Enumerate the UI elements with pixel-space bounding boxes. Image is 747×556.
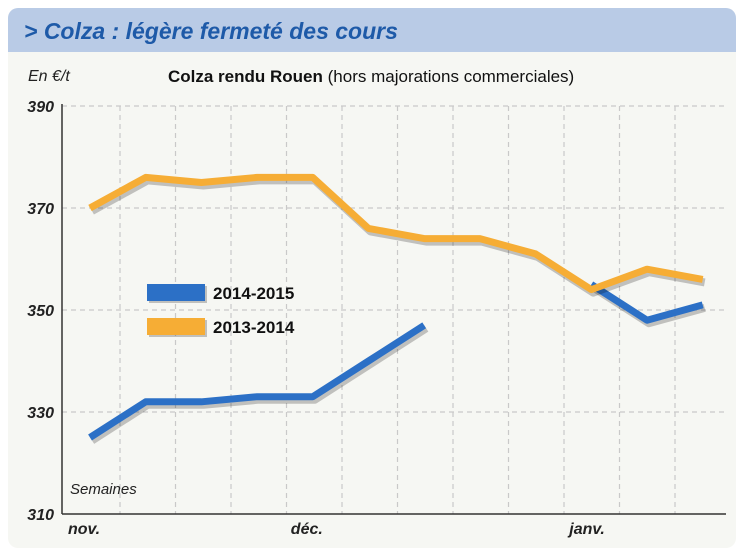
legend-swatch xyxy=(147,284,205,301)
chart-title: Colza rendu Rouen (hors majorations comm… xyxy=(168,67,574,87)
y-tick-label: 350 xyxy=(27,303,54,320)
chart-subtitle: (hors majorations commerciales) xyxy=(327,67,575,86)
series-line-2013-2014 xyxy=(88,173,704,294)
series-line-shadow xyxy=(89,324,429,444)
banner-title: > Colza : légère fermeté des cours xyxy=(24,18,398,44)
x-tick-label: nov. xyxy=(68,521,100,538)
y-tick-label: 310 xyxy=(27,507,54,524)
x-axis-label: Semaines xyxy=(70,481,137,498)
y-tick-labels: 310 330 350 370 390 xyxy=(27,99,54,524)
legend-label: 2014-2015 xyxy=(213,284,294,303)
grid-lines xyxy=(62,105,726,514)
x-tick-label: janv. xyxy=(567,521,605,538)
series-line-2014-2015 xyxy=(88,322,427,441)
y-tick-label: 390 xyxy=(27,99,54,116)
x-tick-labels: nov. déc. janv. xyxy=(68,521,605,538)
legend-label: 2013-2014 xyxy=(213,318,295,337)
legend-swatch xyxy=(147,318,205,335)
y-tick-label: 330 xyxy=(27,405,54,422)
title-banner xyxy=(8,8,736,52)
y-tick-label: 370 xyxy=(27,201,54,218)
y-axis-unit: En €/t xyxy=(28,68,70,85)
series-line-2014-2015 xyxy=(589,281,704,324)
legend: 2014-2015 2013-2014 xyxy=(147,284,295,337)
axes xyxy=(61,104,726,515)
chart-title-main: Colza rendu Rouen xyxy=(168,67,323,86)
series-lines xyxy=(88,173,706,444)
x-tick-label: déc. xyxy=(291,521,323,538)
